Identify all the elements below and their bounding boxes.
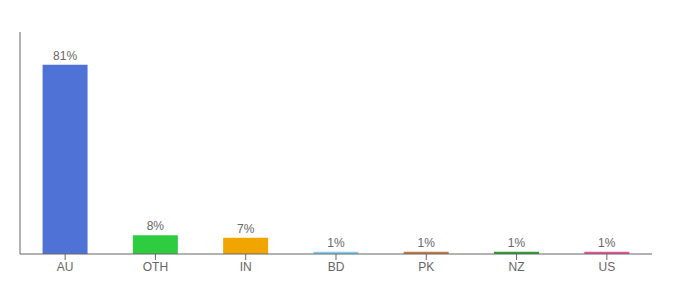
svg-text:7%: 7% bbox=[237, 222, 255, 236]
svg-text:OTH: OTH bbox=[143, 260, 168, 274]
svg-text:NZ: NZ bbox=[509, 260, 525, 274]
svg-text:1%: 1% bbox=[327, 236, 345, 250]
svg-text:1%: 1% bbox=[598, 236, 616, 250]
svg-text:AU: AU bbox=[57, 260, 74, 274]
svg-text:PK: PK bbox=[418, 260, 434, 274]
svg-text:1%: 1% bbox=[418, 236, 436, 250]
svg-text:8%: 8% bbox=[147, 219, 165, 233]
svg-text:1%: 1% bbox=[508, 236, 526, 250]
svg-text:IN: IN bbox=[240, 260, 252, 274]
svg-text:US: US bbox=[599, 260, 616, 274]
svg-text:81%: 81% bbox=[53, 49, 77, 63]
svg-text:BD: BD bbox=[328, 260, 345, 274]
